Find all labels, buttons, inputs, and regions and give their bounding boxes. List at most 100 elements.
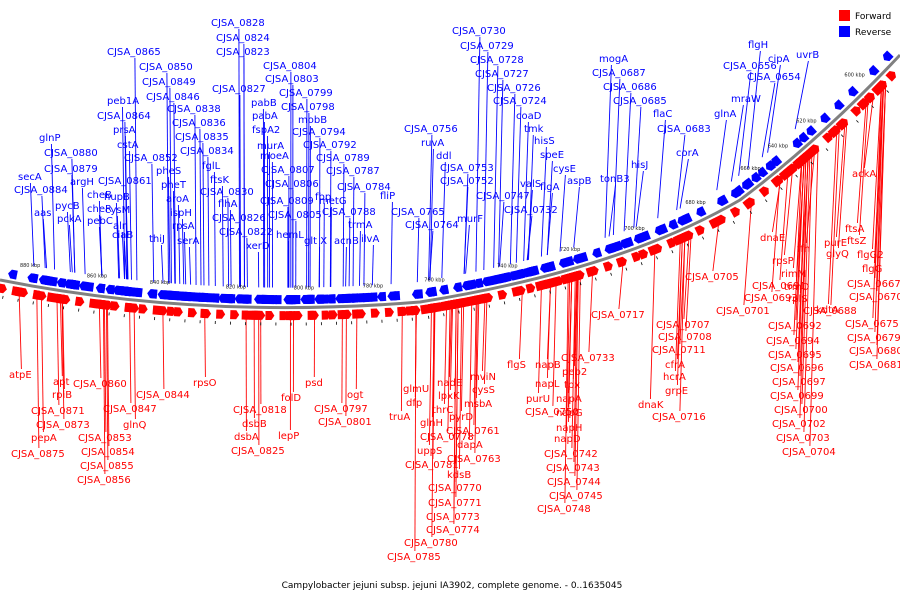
forward-leader-hcra bbox=[674, 243, 681, 372]
reverse-leader-thij bbox=[160, 244, 164, 283]
reverse-label-cjsa-0756: CJSA_0756 bbox=[404, 124, 458, 135]
forward-label-fold: folD bbox=[281, 393, 301, 404]
gene-arrow bbox=[885, 71, 896, 82]
forward-leader-napd bbox=[565, 282, 571, 434]
reverse-label-cjsa-0805: CJSA_0805 bbox=[268, 210, 322, 221]
reverse-label-flha: flhA bbox=[218, 199, 238, 210]
forward-label-cjsa-0675: CJSA_0675 bbox=[845, 319, 899, 330]
forward-leader-cjsa-0742 bbox=[571, 280, 576, 449]
gene-arrow bbox=[564, 256, 575, 267]
reverse-label-coad: coaD bbox=[516, 111, 542, 122]
kbp-tick-label: 640 kbp bbox=[768, 143, 788, 149]
gene-arrow bbox=[515, 268, 526, 279]
gene-arrow bbox=[553, 276, 564, 287]
gene-arrow bbox=[606, 243, 617, 254]
gene-arrow bbox=[792, 137, 804, 149]
gene-arrow bbox=[124, 302, 134, 313]
gene-arrow bbox=[32, 289, 43, 300]
gene-arrow bbox=[836, 119, 847, 131]
scale-tick bbox=[732, 220, 735, 224]
reverse-label-tonb3: tonB3 bbox=[600, 174, 630, 185]
forward-label-cjsa-0694: CJSA_0694 bbox=[766, 336, 820, 347]
gene-arrow bbox=[501, 272, 512, 283]
forward-label-cjsa-0825: CJSA_0825 bbox=[231, 446, 285, 457]
scale-tick bbox=[503, 301, 506, 305]
gene-arrow bbox=[258, 294, 268, 304]
reverse-label-isph: ispH bbox=[170, 208, 192, 219]
reverse-leader-uvrb bbox=[794, 60, 809, 130]
reverse-label-cjsa-0804: CJSA_0804 bbox=[263, 61, 317, 72]
gene-arrow bbox=[60, 294, 71, 305]
forward-label-cjsa-0693: CJSA_0693 bbox=[744, 293, 798, 304]
forward-leader-grpe bbox=[676, 242, 683, 386]
reverse-leader-cjsa-0730 bbox=[475, 36, 481, 272]
reverse-leader-pebc bbox=[98, 226, 103, 277]
reverse-label-ddl: ddl bbox=[436, 151, 451, 162]
forward-label-pure: purE bbox=[824, 238, 847, 249]
forward-leader-ogt bbox=[355, 317, 358, 390]
scale-tick bbox=[473, 307, 475, 311]
gene-arrow bbox=[631, 251, 641, 263]
scale-tick bbox=[443, 313, 445, 317]
reverse-label-cjsa-0764: CJSA_0764 bbox=[405, 220, 459, 231]
forward-leader-flgs bbox=[518, 294, 523, 360]
forward-leader-kdsb bbox=[458, 306, 463, 470]
reverse-label-cjsa-0823: CJSA_0823 bbox=[216, 47, 270, 58]
reverse-leader-cjsa-0687 bbox=[612, 78, 621, 236]
gene-arrow bbox=[543, 261, 554, 272]
forward-label-cjsa-0692: CJSA_0692 bbox=[768, 321, 822, 332]
reverse-label-cjsa-0787: CJSA_0787 bbox=[326, 166, 380, 177]
reverse-leader-cjsa-0656 bbox=[738, 71, 752, 176]
gene-arrow bbox=[578, 251, 589, 263]
scale-tick bbox=[610, 272, 612, 276]
forward-gene-ftsz bbox=[858, 98, 870, 109]
reverse-leader-cjsa-0822 bbox=[246, 237, 248, 288]
reverse-gene-cjsa-0834 bbox=[203, 293, 213, 303]
forward-leader-cjsa-0785 bbox=[414, 314, 417, 552]
reverse-label-paba: pabA bbox=[252, 111, 278, 122]
forward-label-cjsa-0748: CJSA_0748 bbox=[537, 504, 591, 515]
reverse-label-fspa2: fspA2 bbox=[252, 125, 280, 136]
forward-leader-cjsa-0854 bbox=[107, 309, 110, 447]
reverse-leader-glnp bbox=[50, 143, 56, 270]
gene-arrow bbox=[758, 166, 769, 178]
forward-label-cjsa-0700: CJSA_0700 bbox=[774, 405, 828, 416]
forward-leader-cjsa-0707 bbox=[683, 239, 690, 320]
forward-label-pyrd: pyrD bbox=[449, 412, 473, 423]
gene-arrow bbox=[758, 186, 769, 198]
reverse-leader-sera bbox=[188, 246, 192, 285]
gene-arrow bbox=[110, 301, 120, 311]
reverse-gene-ftsk bbox=[218, 293, 228, 303]
reverse-label-prsa: prsA bbox=[113, 125, 136, 136]
scale-tick bbox=[32, 301, 34, 305]
gene-arrow bbox=[834, 99, 845, 110]
reverse-label-cjsa-0852: CJSA_0852 bbox=[124, 153, 178, 164]
reverse-label-cjsa-0784: CJSA_0784 bbox=[337, 182, 391, 193]
forward-label-lepp: lepP bbox=[278, 431, 299, 442]
reverse-leader-cjsa-0729 bbox=[483, 51, 489, 270]
gene-arrow bbox=[822, 132, 833, 144]
reverse-label-mraw: mraW bbox=[731, 94, 761, 105]
forward-leader-glnq bbox=[133, 312, 136, 420]
forward-label-tpx: tpx bbox=[564, 380, 580, 391]
forward-leader-cjsa-0694 bbox=[793, 165, 803, 336]
reverse-leader-cjsa-0727 bbox=[498, 79, 504, 267]
legend: Forward Reverse bbox=[839, 10, 892, 38]
forward-label-trua: truA bbox=[389, 412, 410, 423]
forward-label-rpls: rplS bbox=[788, 294, 808, 305]
reverse-label-hisj: hisJ bbox=[631, 160, 648, 171]
reverse-leader-cjsa-0835 bbox=[202, 142, 205, 286]
gene-arrow bbox=[89, 298, 99, 309]
gene-arrow bbox=[793, 157, 805, 169]
forward-label-pepa: pepA bbox=[31, 433, 57, 444]
reverse-label-cjsa-0727: CJSA_0727 bbox=[475, 69, 529, 80]
reverse-leader-coad bbox=[523, 121, 529, 262]
forward-label-rimm: rimM bbox=[781, 269, 806, 280]
gene-arrow bbox=[182, 291, 192, 302]
reverse-label-cjsa-0849: CJSA_0849 bbox=[142, 77, 196, 88]
forward-label-cjsa-0703: CJSA_0703 bbox=[776, 433, 830, 444]
forward-label-napd: napD bbox=[554, 434, 581, 445]
reverse-leader-mraw bbox=[730, 104, 744, 182]
reverse-label-pycb: pycB bbox=[55, 201, 80, 212]
forward-label-cjsa-0716: CJSA_0716 bbox=[652, 412, 706, 423]
